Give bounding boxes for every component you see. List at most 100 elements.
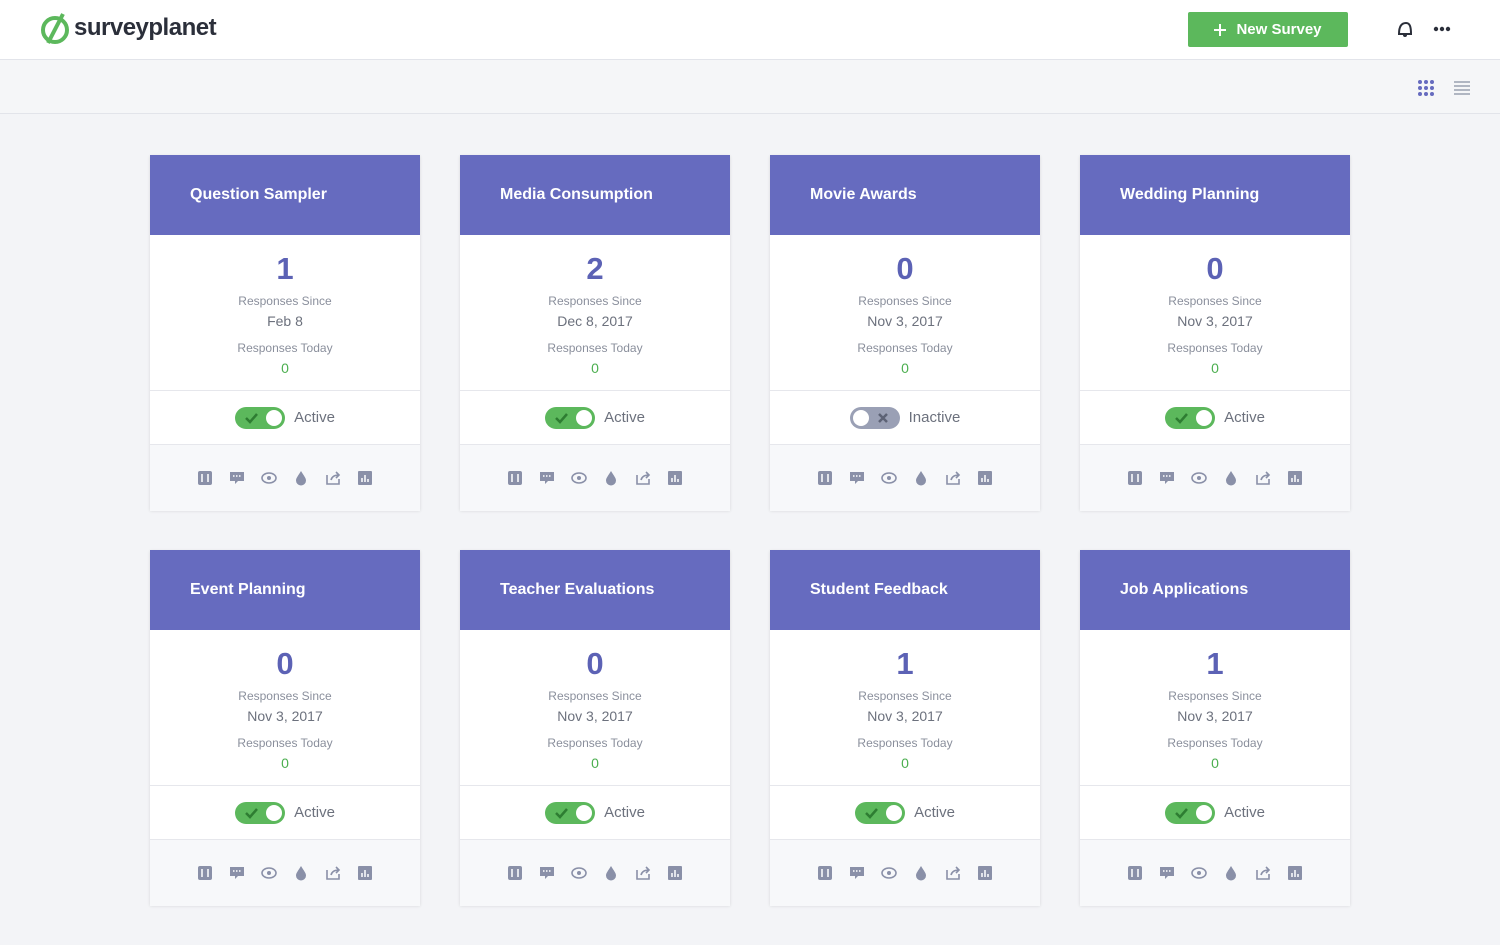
results-icon[interactable] xyxy=(1286,865,1304,881)
responses-since-label: Responses Since xyxy=(238,294,332,308)
since-date: Nov 3, 2017 xyxy=(557,708,633,724)
grid-view-button[interactable] xyxy=(1418,80,1434,96)
preview-icon[interactable] xyxy=(880,470,898,486)
status-toggle[interactable] xyxy=(1165,406,1216,429)
today-count: 0 xyxy=(281,360,289,376)
preview-icon[interactable] xyxy=(570,470,588,486)
responses-since-label: Responses Since xyxy=(1168,294,1262,308)
responses-since-label: Responses Since xyxy=(548,689,642,703)
status-row: Active xyxy=(1080,786,1350,840)
since-date: Dec 8, 2017 xyxy=(557,313,633,329)
edit-icon[interactable] xyxy=(816,470,834,486)
logo[interactable]: surveyplanet xyxy=(40,10,217,46)
preview-icon[interactable] xyxy=(570,865,588,881)
card-stats: 1 Responses Since Feb 8 Responses Today … xyxy=(150,235,420,391)
results-icon[interactable] xyxy=(356,470,374,486)
card-title[interactable]: Wedding Planning xyxy=(1080,155,1350,235)
results-icon[interactable] xyxy=(666,865,684,881)
theme-icon[interactable] xyxy=(1222,865,1240,881)
theme-icon[interactable] xyxy=(1222,470,1240,486)
theme-icon[interactable] xyxy=(602,865,620,881)
response-count: 0 xyxy=(896,251,914,286)
today-count: 0 xyxy=(1211,755,1219,771)
more-menu[interactable] xyxy=(1433,26,1451,32)
plus-icon xyxy=(1214,23,1227,36)
responses-today-label: Responses Today xyxy=(857,736,953,750)
responses-today-label: Responses Today xyxy=(547,341,643,355)
share-icon[interactable] xyxy=(324,865,342,881)
comment-icon[interactable] xyxy=(538,865,556,881)
card-title[interactable]: Media Consumption xyxy=(460,155,730,235)
card-title[interactable]: Event Planning xyxy=(150,550,420,630)
share-icon[interactable] xyxy=(1254,470,1272,486)
share-icon[interactable] xyxy=(944,865,962,881)
survey-card: Wedding Planning 0 Responses Since Nov 3… xyxy=(1080,155,1350,511)
edit-icon[interactable] xyxy=(196,865,214,881)
comment-icon[interactable] xyxy=(228,865,246,881)
results-icon[interactable] xyxy=(1286,470,1304,486)
status-toggle[interactable] xyxy=(545,406,596,429)
share-icon[interactable] xyxy=(1254,865,1272,881)
survey-card: Question Sampler 1 Responses Since Feb 8… xyxy=(150,155,420,511)
edit-icon[interactable] xyxy=(196,470,214,486)
comment-icon[interactable] xyxy=(848,865,866,881)
card-title[interactable]: Movie Awards xyxy=(770,155,1040,235)
theme-icon[interactable] xyxy=(912,865,930,881)
status-toggle[interactable] xyxy=(235,406,286,429)
status-toggle[interactable] xyxy=(545,801,596,824)
theme-icon[interactable] xyxy=(602,470,620,486)
response-count: 2 xyxy=(586,251,604,286)
new-survey-button[interactable]: New Survey xyxy=(1188,12,1348,47)
card-title[interactable]: Job Applications xyxy=(1080,550,1350,630)
action-bar xyxy=(1080,445,1350,511)
edit-icon[interactable] xyxy=(816,865,834,881)
comment-icon[interactable] xyxy=(1158,470,1176,486)
comment-icon[interactable] xyxy=(228,470,246,486)
logo-icon xyxy=(41,13,69,44)
share-icon[interactable] xyxy=(634,865,652,881)
edit-icon[interactable] xyxy=(506,865,524,881)
preview-icon[interactable] xyxy=(1190,865,1208,881)
notification-icon[interactable] xyxy=(1396,20,1414,38)
comment-icon[interactable] xyxy=(848,470,866,486)
edit-icon[interactable] xyxy=(1126,470,1144,486)
results-icon[interactable] xyxy=(976,470,994,486)
theme-icon[interactable] xyxy=(292,865,310,881)
card-title[interactable]: Student Feedback xyxy=(770,550,1040,630)
list-view-button[interactable] xyxy=(1454,81,1470,95)
today-count: 0 xyxy=(591,360,599,376)
preview-icon[interactable] xyxy=(260,865,278,881)
results-icon[interactable] xyxy=(356,865,374,881)
theme-icon[interactable] xyxy=(292,470,310,486)
edit-icon[interactable] xyxy=(1126,865,1144,881)
status-toggle[interactable] xyxy=(235,801,286,824)
card-title[interactable]: Question Sampler xyxy=(150,155,420,235)
action-bar xyxy=(150,445,420,511)
response-count: 1 xyxy=(276,251,294,286)
status-toggle[interactable] xyxy=(849,406,900,429)
results-icon[interactable] xyxy=(976,865,994,881)
responses-since-label: Responses Since xyxy=(238,689,332,703)
share-icon[interactable] xyxy=(324,470,342,486)
comment-icon[interactable] xyxy=(1158,865,1176,881)
preview-icon[interactable] xyxy=(880,865,898,881)
results-icon[interactable] xyxy=(666,470,684,486)
action-bar xyxy=(770,445,1040,511)
share-icon[interactable] xyxy=(634,470,652,486)
card-title[interactable]: Teacher Evaluations xyxy=(460,550,730,630)
status-row: Active xyxy=(460,786,730,840)
theme-icon[interactable] xyxy=(912,470,930,486)
preview-icon[interactable] xyxy=(1190,470,1208,486)
survey-card: Movie Awards 0 Responses Since Nov 3, 20… xyxy=(770,155,1040,511)
preview-icon[interactable] xyxy=(260,470,278,486)
response-count: 0 xyxy=(1206,251,1224,286)
status-toggle[interactable] xyxy=(855,801,906,824)
comment-icon[interactable] xyxy=(538,470,556,486)
status-row: Active xyxy=(460,391,730,445)
edit-icon[interactable] xyxy=(506,470,524,486)
share-icon[interactable] xyxy=(944,470,962,486)
status-label: Active xyxy=(1224,804,1265,821)
responses-since-label: Responses Since xyxy=(858,294,952,308)
status-toggle[interactable] xyxy=(1165,801,1216,824)
